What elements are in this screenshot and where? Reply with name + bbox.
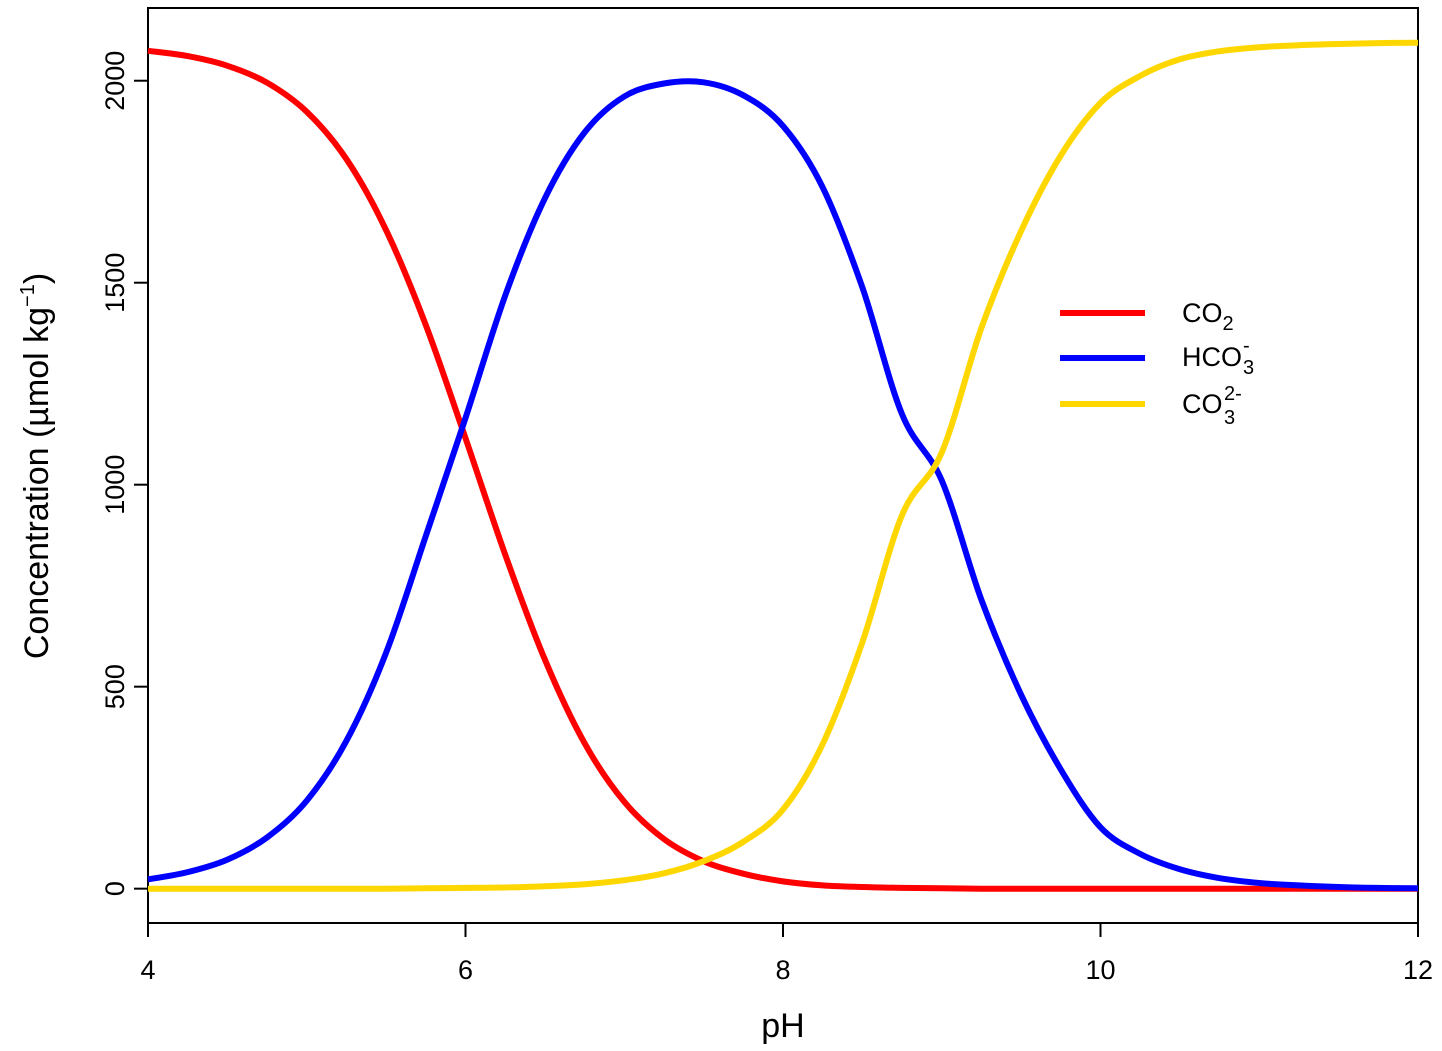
series-line-hco3 (147, 78, 1419, 892)
series-line-co2 (147, 47, 1418, 892)
x-tick-label: 10 (1085, 955, 1115, 985)
x-tick-label: 12 (1403, 955, 1433, 985)
legend-label-co3: CO32- (1182, 383, 1242, 429)
legend: CO2 HCO3- CO32- (1060, 298, 1254, 429)
series-lines (147, 39, 1419, 892)
y-axis-title: Concentration (µmol kg−1) (17, 273, 56, 659)
legend-item-hco3: HCO3- (1060, 335, 1254, 379)
y-tick-label: 0 (100, 881, 130, 896)
y-axis: 0 500 1000 1500 2000 (100, 51, 148, 896)
x-tick-label: 6 (458, 955, 473, 985)
y-tick-label: 1000 (100, 455, 130, 515)
x-tick-label: 4 (140, 955, 155, 985)
x-axis: 4 6 8 10 12 (140, 922, 1433, 985)
x-tick-label: 8 (775, 955, 790, 985)
x-axis-title: pH (761, 1007, 804, 1045)
legend-item-co3: CO32- (1060, 383, 1242, 429)
legend-item-co2: CO2 (1060, 298, 1234, 335)
legend-label-hco3: HCO3- (1182, 335, 1254, 379)
y-tick-label: 1500 (100, 253, 130, 313)
y-tick-label: 2000 (100, 51, 130, 111)
legend-label-co2: CO2 (1182, 298, 1234, 335)
series-line-co3 (148, 39, 1419, 892)
y-tick-label: 500 (100, 664, 130, 709)
